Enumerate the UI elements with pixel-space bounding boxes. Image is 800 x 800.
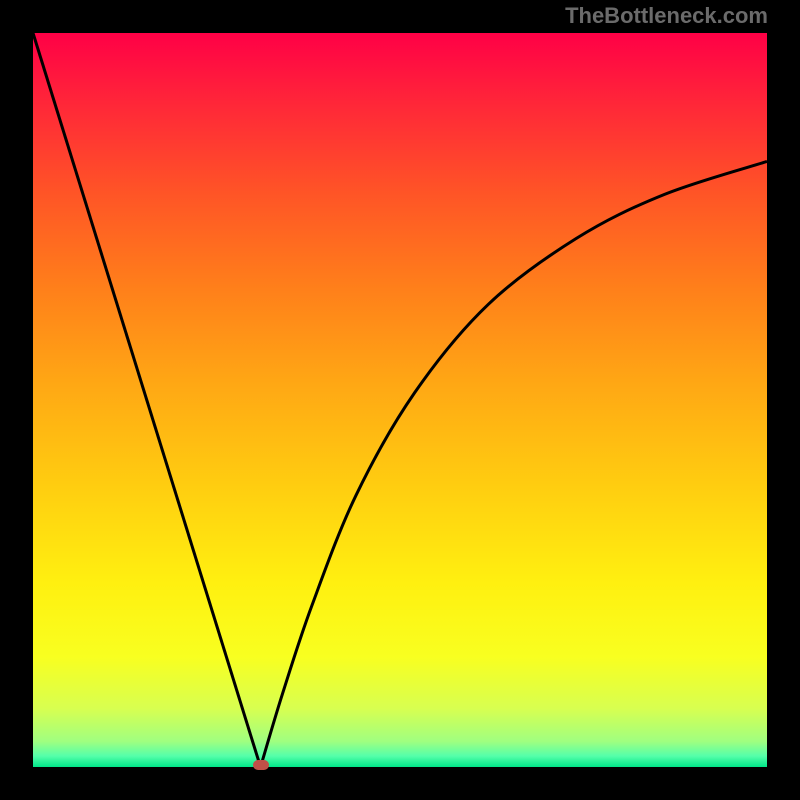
gradient-background [33, 33, 767, 767]
plot-area [33, 33, 767, 767]
watermark-text: TheBottleneck.com [565, 3, 768, 29]
optimum-marker [253, 760, 269, 770]
chart-container: TheBottleneck.com [0, 0, 800, 800]
bottleneck-curve [33, 33, 767, 767]
